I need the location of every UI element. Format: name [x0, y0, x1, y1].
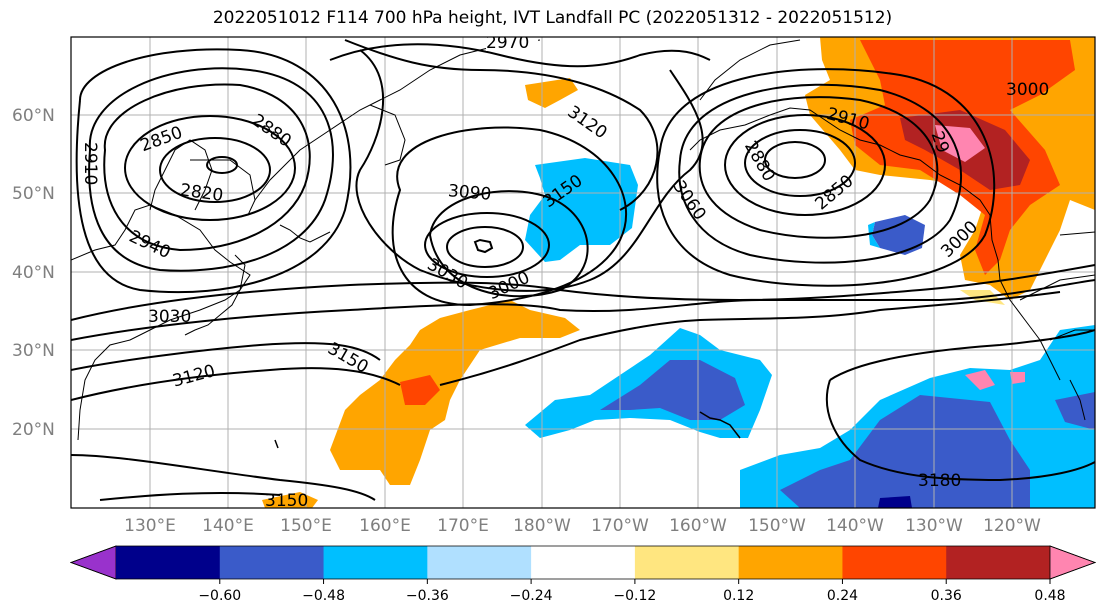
- shade-central-blue: [525, 158, 638, 262]
- map-title: 2022051012 F114 700 hPa height, IVT Land…: [212, 8, 893, 28]
- lon-label: 130°W: [905, 516, 963, 536]
- contour-label: 3150: [265, 491, 308, 511]
- longitude-labels: 130°E 140°E 150°E 160°E 170°E 180°W 170°…: [124, 516, 1041, 536]
- graticule: [71, 37, 1095, 508]
- lon-label: 160°E: [359, 516, 411, 536]
- lat-label: 60°N: [12, 106, 55, 126]
- contour-label: 3000: [1006, 80, 1049, 100]
- lon-label: 120°W: [983, 516, 1041, 536]
- contour-label: 3180: [918, 471, 961, 491]
- map-frame: [70, 36, 1096, 509]
- colorbar-segment: [531, 546, 636, 579]
- colorbar-tick-label: 0.48: [1034, 588, 1065, 601]
- height-contours: [71, 39, 1095, 501]
- colorbar-tick-label: 0.12: [723, 588, 754, 601]
- colorbar-segment: [427, 546, 532, 579]
- ivt-shading: [262, 37, 1095, 508]
- lon-label: 150°E: [280, 516, 332, 536]
- shade-kamchatka-orange: [525, 78, 578, 108]
- lon-label: 160°W: [669, 516, 727, 536]
- colorbar-tick-label: −0.12: [613, 588, 656, 601]
- colorbar-tick-label: −0.60: [198, 588, 241, 601]
- map-area: 2970 3000 2850 2880 2910 2820 2940 3030 …: [71, 33, 1095, 511]
- colorbar-segment: [634, 546, 740, 579]
- shade-150w-blue: [872, 215, 925, 255]
- colorbar: −0.60 −0.48 −0.36 −0.24 −0.12 0.12 0.24 0.36 0.4…: [69, 545, 1097, 601]
- colorbar-segment: [946, 546, 1051, 579]
- lat-label: 30°N: [12, 341, 55, 361]
- lon-label: 150°W: [748, 516, 806, 536]
- shade-dateline-darkblue: [600, 360, 745, 420]
- shade-subtropical-orange: [330, 300, 580, 485]
- colorbar-extend-low: [69, 545, 117, 580]
- lon-label: 130°E: [124, 516, 176, 536]
- colorbar-tick-label: −0.24: [510, 588, 553, 601]
- coastlines: [71, 39, 1095, 449]
- contour-label: 3030: [148, 307, 191, 327]
- contour-label: 2910: [80, 142, 100, 185]
- shade-se-pink: [965, 370, 995, 390]
- shade-subtropical-red: [400, 375, 440, 405]
- latitude-labels: 60°N 50°N 40°N 30°N 20°N: [12, 106, 55, 440]
- lat-label: 20°N: [12, 420, 55, 440]
- colorbar-segment: [116, 546, 221, 579]
- shade-alaska-pink: [935, 125, 985, 162]
- colorbar-tick-label: −0.48: [302, 588, 345, 601]
- colorbar-outline: [69, 545, 1097, 580]
- colorbar-segment: [738, 546, 843, 579]
- lon-label: 180°W: [513, 516, 571, 536]
- lon-label: 170°E: [437, 516, 489, 536]
- lat-label: 50°N: [12, 184, 55, 204]
- contour-label: 2970: [486, 33, 529, 53]
- lon-label: 140°W: [826, 516, 884, 536]
- lat-label: 40°N: [12, 263, 55, 283]
- lon-label: 170°W: [591, 516, 649, 536]
- colorbar-segment: [323, 546, 428, 579]
- colorbar-extend-high: [1049, 545, 1097, 580]
- colorbar-tick-label: 0.24: [827, 588, 858, 601]
- colorbar-tick-label: −0.36: [406, 588, 449, 601]
- colorbar-segment: [219, 546, 325, 579]
- colorbar-segment: [842, 546, 947, 579]
- lon-label: 140°E: [202, 516, 254, 536]
- contour-label: 3090: [447, 181, 492, 205]
- colorbar-tick-label: 0.36: [931, 588, 962, 601]
